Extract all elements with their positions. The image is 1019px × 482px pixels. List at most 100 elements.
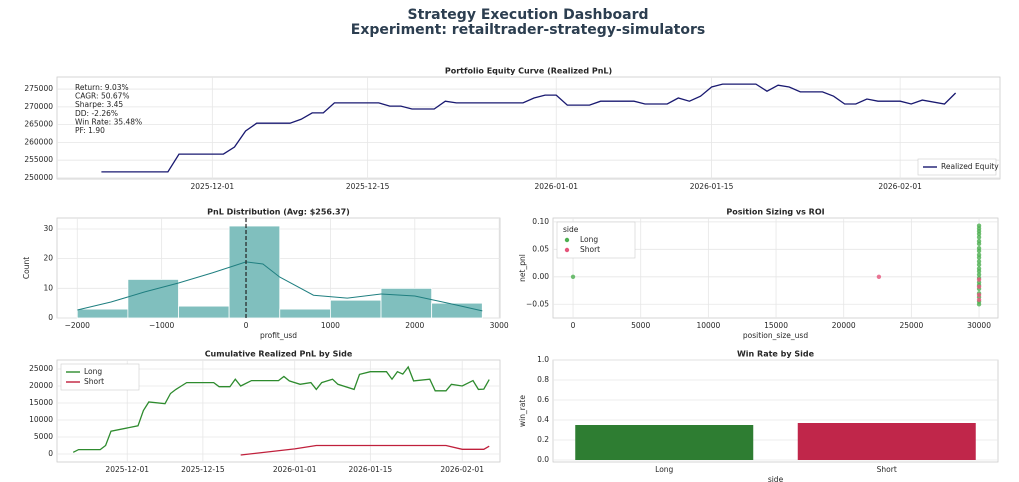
scatter-point [976, 259, 982, 264]
scatter-point [876, 274, 882, 279]
y-tick-label: 275000 [24, 84, 53, 93]
y-tick-label: 0 [48, 313, 53, 322]
bar [797, 423, 976, 460]
y-tick-label: 0.6 [537, 395, 549, 404]
y-tick-label: 0.8 [537, 375, 549, 384]
legend-box [60, 363, 140, 391]
x-tick-label: 2026-02-01 [878, 182, 922, 191]
y-tick-label: 260000 [24, 137, 53, 146]
chart-title: PnL Distribution (Avg: $256.37) [207, 208, 350, 217]
y-axis-label: net_pnl [518, 254, 527, 282]
histogram-bar [228, 225, 281, 319]
series-line [101, 83, 957, 173]
stats-annotation: DD: -2.26% [75, 109, 118, 118]
y-tick-label: 0.4 [537, 415, 549, 424]
histogram-bar [127, 279, 179, 319]
chart-title: Cumulative Realized PnL by Side [205, 350, 353, 359]
x-axis-label: side [768, 475, 784, 482]
x-tick-label: 2026-01-01 [534, 182, 578, 191]
y-axis-label: win_rate [518, 395, 527, 427]
y-tick-label: 0.00 [532, 272, 549, 281]
scatter-point [976, 269, 982, 274]
series-line [72, 365, 490, 453]
stats-annotation: PF: 1.90 [75, 126, 105, 135]
x-tick-label: 2025-12-15 [346, 182, 390, 191]
legend-label: Long [84, 367, 102, 376]
histogram-bar [178, 305, 230, 319]
x-axis-label: profit_usd [260, 331, 297, 340]
legend-marker [564, 237, 570, 243]
scatter-point [976, 235, 982, 240]
x-tick-label: 2026-01-15 [690, 182, 734, 191]
x-tick-label: 2025-12-01 [105, 465, 149, 474]
y-tick-label: 15000 [29, 398, 53, 407]
scatter-point [976, 277, 982, 282]
x-tick-label: 1000 [321, 321, 340, 330]
x-tick-label: 10000 [696, 321, 720, 330]
legend-label: Realized Equity [941, 162, 999, 171]
legend-label: Short [580, 245, 600, 254]
x-tick-label: 2025-12-01 [191, 182, 235, 191]
y-tick-label: 255000 [24, 155, 53, 164]
y-tick-label: 10000 [29, 415, 53, 424]
scatter-point [976, 292, 982, 298]
y-tick-label: 1.0 [537, 355, 549, 364]
legend-box [556, 221, 636, 259]
y-tick-label: 270000 [24, 102, 53, 111]
dashboard-title: Strategy Execution Dashboard [407, 7, 648, 23]
x-tick-label: 2025-12-15 [181, 465, 225, 474]
x-axis-label: position_size_usd [743, 331, 808, 340]
plot-frame [56, 76, 1001, 180]
x-tick-label: −2000 [65, 321, 91, 330]
y-tick-label: 30 [43, 224, 53, 233]
y-tick-label: 265000 [24, 120, 53, 129]
histogram-bar [329, 299, 382, 319]
legend-label: Long [580, 235, 598, 244]
x-tick-label: 2026-02-01 [440, 465, 484, 474]
legend-title: side [563, 225, 579, 234]
scatter-point [570, 274, 576, 279]
y-tick-label: 20 [43, 254, 53, 263]
stats-annotation: Sharpe: 3.45 [75, 100, 123, 109]
scatter-point [976, 248, 982, 254]
bar [575, 425, 754, 460]
y-tick-label: 250000 [24, 173, 53, 182]
histogram-bar [279, 308, 331, 319]
scatter-point [976, 231, 982, 237]
x-tick-label: Long [655, 465, 673, 474]
scatter-point [976, 297, 982, 303]
chart-title: Position Sizing vs ROI [726, 208, 824, 217]
histogram-bar [76, 308, 129, 319]
stats-annotation: Win Rate: 35.48% [75, 117, 142, 126]
x-tick-label: 15000 [764, 321, 788, 330]
scatter-point [976, 272, 982, 277]
x-tick-label: 20000 [832, 321, 856, 330]
chart-title: Win Rate by Side [737, 350, 815, 359]
y-tick-label: 0.2 [537, 435, 549, 444]
y-tick-label: −0.05 [526, 299, 549, 308]
x-tick-label: 2026-01-15 [349, 465, 393, 474]
x-tick-label: 0 [244, 321, 249, 330]
scatter-point [976, 302, 982, 307]
x-tick-label: 2026-01-01 [273, 465, 317, 474]
histogram-bar [380, 287, 433, 319]
scatter-point [976, 241, 982, 247]
legend-box [917, 158, 997, 176]
stats-annotation: CAGR: 50.67% [75, 92, 130, 101]
y-tick-label: 5000 [34, 432, 53, 441]
x-tick-label: 0 [571, 321, 576, 330]
x-tick-label: 25000 [899, 321, 923, 330]
scatter-point [976, 262, 982, 267]
y-axis-label: Count [22, 257, 31, 279]
legend-label: Short [84, 377, 104, 386]
series-line [240, 444, 490, 456]
y-tick-label: 0.05 [532, 244, 549, 253]
y-tick-label: 25000 [29, 364, 53, 373]
y-tick-label: 0 [48, 449, 53, 458]
y-tick-label: 10 [43, 283, 53, 292]
x-tick-label: 3000 [490, 321, 509, 330]
chart-title: Portfolio Equity Curve (Realized PnL) [445, 67, 612, 76]
legend-marker [564, 247, 570, 253]
x-tick-label: 5000 [631, 321, 650, 330]
x-tick-label: 30000 [967, 321, 991, 330]
